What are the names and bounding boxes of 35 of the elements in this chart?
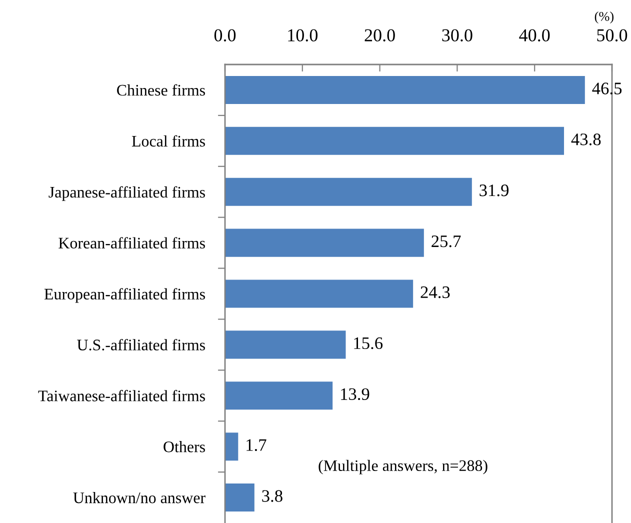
- data-label: 31.9: [480, 184, 509, 196]
- bar: [225, 432, 238, 461]
- data-label: 13.9: [341, 388, 370, 400]
- x-tick-label: 30.0: [442, 29, 472, 42]
- bar: [225, 126, 564, 155]
- x-axis-title: (%): [594, 12, 614, 24]
- x-tick-label: 0.0: [214, 29, 236, 42]
- y-tick-label: Taiwanese-affiliated firms: [38, 390, 205, 402]
- data-label: 15.6: [354, 337, 383, 350]
- bar: [225, 280, 414, 308]
- y-tick-label: Japanese-affiliated firms: [48, 186, 205, 201]
- data-label: 3.8: [262, 490, 282, 502]
- annotation: (Multiple answers, n=288): [318, 460, 488, 474]
- data-label: 46.5: [592, 82, 622, 94]
- y-tick-label: Korean-affiliated firms: [58, 237, 205, 249]
- data-label: 1.7: [246, 439, 266, 452]
- bar: [225, 178, 472, 206]
- x-tick-label: 40.0: [519, 29, 550, 42]
- data-label: 43.8: [571, 134, 601, 146]
- bar: [225, 484, 254, 512]
- x-tick-label: 50.0: [597, 29, 628, 42]
- bar: [225, 330, 346, 359]
- bar: [225, 382, 333, 410]
- data-label: 25.7: [432, 235, 461, 248]
- y-tick-label: Unknown/no answer: [73, 492, 206, 504]
- bar: [225, 76, 585, 104]
- y-tick-label: Local firms: [132, 135, 205, 147]
- y-tick-label: Others: [164, 441, 205, 452]
- y-tick-label: U.S.-affiliated firms: [77, 338, 205, 350]
- x-tick-label: 10.0: [288, 29, 318, 42]
- y-tick-label: European-affiliated firms: [44, 288, 205, 303]
- data-label: 24.3: [420, 286, 450, 298]
- bar: [225, 228, 424, 257]
- x-tick-label: 20.0: [364, 29, 395, 42]
- y-tick-label: Chinese firms: [117, 84, 205, 96]
